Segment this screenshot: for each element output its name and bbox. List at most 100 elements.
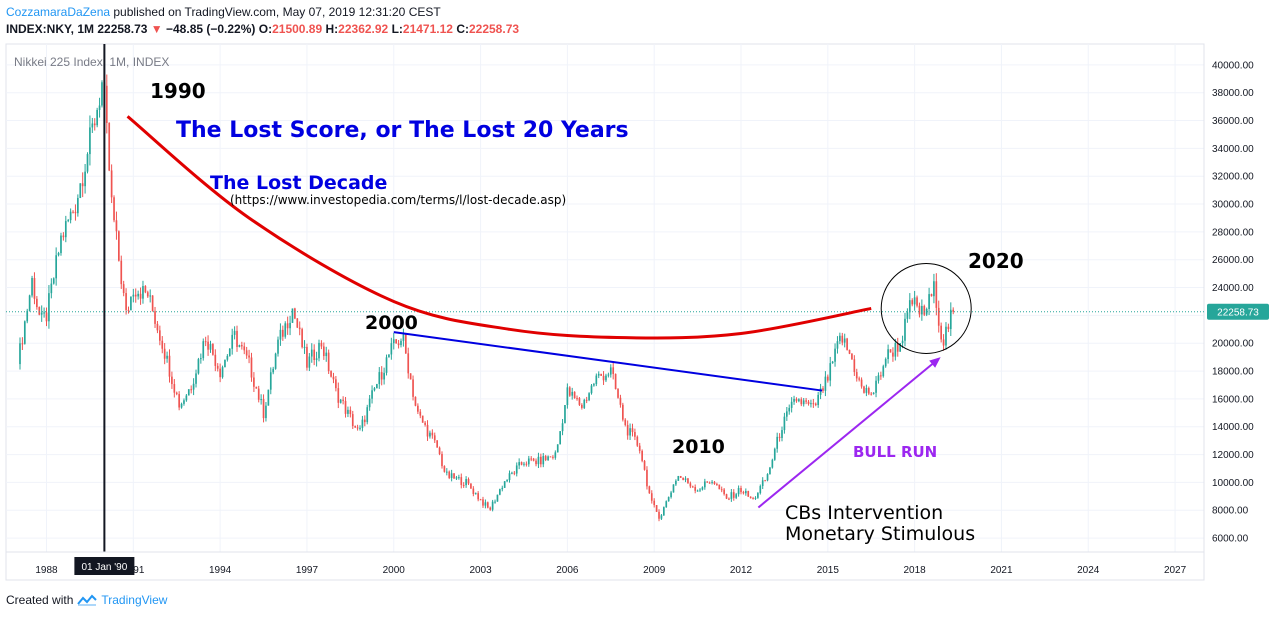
candle-body — [855, 372, 858, 379]
candle-body — [889, 349, 892, 353]
candle-body — [308, 356, 311, 368]
footer: Created with TradingView — [6, 593, 167, 607]
x-tick-label: 2024 — [1077, 565, 1100, 576]
candle-body — [559, 431, 561, 445]
candle-body — [294, 308, 296, 319]
candle-body — [477, 493, 480, 500]
candle-body — [168, 355, 171, 377]
candle-body — [740, 488, 742, 493]
candle-body — [318, 342, 320, 359]
candle-body — [19, 343, 21, 365]
candle-body — [361, 419, 364, 428]
change-value: −48.85 (−0.22%) — [166, 22, 256, 36]
candle-body — [908, 300, 911, 313]
candle-body — [349, 409, 352, 415]
tradingview-link[interactable]: TradingView — [101, 593, 168, 607]
candle-body — [110, 170, 113, 198]
candle-body — [810, 403, 812, 405]
author-link[interactable]: CozzamaraDaZena — [6, 5, 111, 19]
candle-body — [549, 456, 552, 458]
candle-body — [595, 375, 598, 385]
2020-circle[interactable] — [880, 262, 972, 354]
candle-body — [675, 480, 677, 485]
candle-body — [260, 399, 262, 401]
candle-body — [894, 343, 897, 357]
candle-body — [214, 354, 217, 366]
candle-body — [378, 372, 381, 385]
published-text: published on TradingView.com, May 07, 20… — [110, 5, 441, 19]
tradingview-logo-icon[interactable] — [77, 594, 98, 606]
bull-run-arrow[interactable] — [757, 362, 934, 509]
candle-body — [757, 493, 759, 498]
candle-body — [771, 459, 774, 468]
candle-body — [233, 330, 236, 335]
x-tick-label: 2021 — [990, 565, 1013, 576]
candle-body — [36, 298, 38, 308]
candle-body — [860, 379, 863, 387]
last-price-label-text: 22258.73 — [1217, 307, 1259, 318]
annotation-lost-decade-url: (https://www.investopedia.com/terms/l/lo… — [230, 193, 566, 207]
candle-body — [363, 419, 366, 423]
candle-body — [568, 387, 571, 396]
candle-body — [643, 460, 646, 470]
candle-body — [486, 502, 489, 508]
candle-body — [479, 499, 482, 501]
candle-body — [89, 127, 91, 155]
candle-body — [173, 384, 176, 393]
candle-body — [397, 343, 400, 346]
candle-body — [952, 309, 955, 312]
candle-body — [841, 335, 844, 343]
candle-body — [585, 399, 588, 401]
candle-body — [670, 492, 672, 498]
candle-body — [667, 497, 670, 502]
candle-body — [814, 403, 817, 406]
candle-body — [96, 109, 98, 126]
candle-body — [802, 400, 805, 405]
candle-body — [747, 491, 750, 497]
candle-body — [501, 487, 504, 490]
candle-body — [679, 476, 682, 478]
candle-body — [513, 472, 516, 474]
low-value: 21471.12 — [402, 22, 453, 36]
candle-body — [137, 293, 139, 297]
time-axis[interactable]: 1988199119941997200020032006200920122015… — [35, 565, 1186, 576]
candle-body — [238, 345, 241, 347]
candle-body — [829, 363, 832, 381]
candle-body — [602, 375, 605, 381]
y-tick-label: 26000.00 — [1212, 255, 1254, 266]
candle-body — [638, 445, 641, 451]
candle-body — [248, 355, 250, 358]
candle-body — [928, 294, 930, 309]
candle-body — [636, 436, 639, 446]
candle-body — [875, 380, 877, 393]
annotation-2020: 2020 — [968, 249, 1024, 273]
y-tick-label: 28000.00 — [1212, 227, 1254, 238]
candle-body — [713, 481, 716, 484]
lost-score-curve[interactable] — [126, 115, 872, 340]
candle-body — [626, 424, 629, 436]
candle-body — [537, 456, 540, 465]
candle-body — [460, 477, 463, 485]
candle-body — [701, 487, 704, 490]
y-tick-label: 12000.00 — [1212, 450, 1254, 461]
candle-body — [699, 489, 701, 491]
candle-body — [506, 480, 508, 482]
high-label: H: — [325, 22, 339, 36]
candle-body — [482, 499, 484, 506]
candle-body — [154, 311, 156, 324]
candle-body — [163, 348, 166, 359]
candle-body — [31, 278, 33, 296]
candle-body — [62, 235, 65, 238]
price-axis[interactable]: 6000.00 8000.00 10000.00 12000.00 14000.00 16… — [1212, 60, 1254, 544]
candle-body — [385, 357, 388, 373]
x-tick-label: 2018 — [904, 565, 927, 576]
candle-body — [619, 397, 622, 405]
candle-body — [706, 481, 709, 483]
candle-body — [949, 309, 952, 330]
candle-body — [28, 295, 31, 311]
candle-body — [69, 211, 72, 221]
candle-body — [540, 456, 542, 465]
lost-decade-trendline[interactable] — [393, 331, 823, 392]
candle-body — [21, 343, 24, 345]
